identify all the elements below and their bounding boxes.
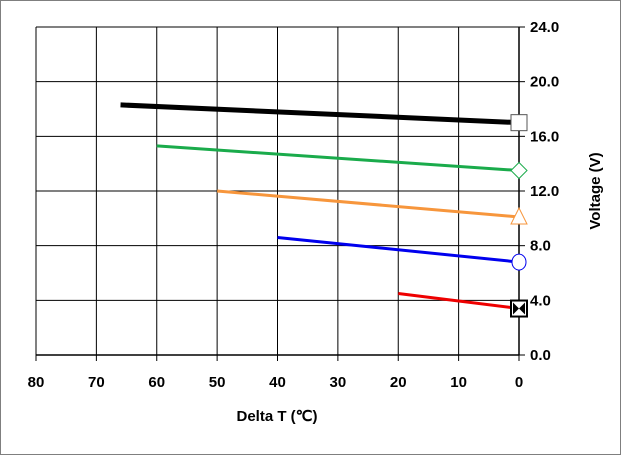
x-tick-label: 80 (28, 374, 45, 391)
y-tick-labels: 0.0 4.0 8.0 12.0 16.0 20.0 24.0 (530, 19, 559, 364)
x-tick-labels: 80 70 60 50 40 30 20 10 0 (28, 374, 524, 391)
y-tick-label: 8.0 (530, 238, 551, 255)
x-tick-label: 10 (450, 374, 467, 391)
x-tick-label: 70 (88, 374, 105, 391)
y-tick-label: 24.0 (530, 19, 559, 36)
series-line (120, 102, 520, 126)
y-tick-label: 0.0 (530, 347, 551, 364)
x-tick-label: 60 (148, 374, 165, 391)
series-marker-fill (519, 302, 525, 315)
x-tick-label: 30 (330, 374, 347, 391)
series-marker (511, 253, 527, 271)
y-tick-label: 12.0 (530, 183, 559, 200)
x-tick-label: 0 (515, 374, 523, 391)
x-axis-label: Delta T (℃) (236, 408, 317, 425)
y-tick-label: 20.0 (530, 74, 559, 91)
y-tick-label: 16.0 (530, 128, 559, 145)
series-line (398, 292, 520, 311)
x-tick-label: 20 (390, 374, 407, 391)
y-axis-label: Voltage (V) (587, 152, 604, 229)
series-line (216, 189, 520, 219)
series-group (120, 102, 528, 318)
series-marker (510, 161, 528, 180)
series-marker (510, 206, 528, 225)
series-line (277, 235, 520, 264)
x-tick-label: 40 (269, 374, 286, 391)
y-tick-label: 4.0 (530, 292, 551, 309)
series-marker-fill (513, 302, 519, 315)
series-marker (510, 114, 528, 132)
x-tick-label: 50 (209, 374, 226, 391)
series-line (156, 144, 520, 172)
